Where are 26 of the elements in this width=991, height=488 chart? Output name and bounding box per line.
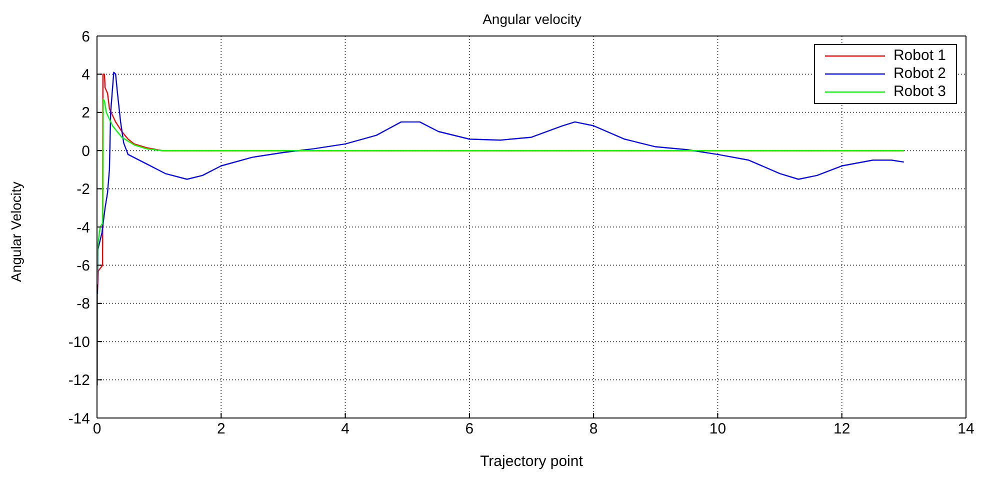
x-tick-label: 0: [92, 420, 102, 438]
y-tick-label: -12: [68, 372, 90, 390]
x-tick-label: 14: [958, 420, 974, 438]
y-tick-label: -8: [76, 296, 90, 313]
legend-label: Robot 1: [893, 47, 946, 65]
y-tick-label: -2: [76, 181, 90, 198]
line-series: [97, 98, 905, 285]
legend-label: Robot 2: [893, 65, 946, 83]
x-tick-label: 10: [709, 420, 726, 438]
x-tick-label: 6: [465, 420, 474, 438]
x-tick-label: 12: [834, 420, 850, 438]
y-tick-label: -4: [76, 219, 90, 236]
y-tick-label: 6: [82, 28, 90, 46]
y-tick-label: -10: [68, 334, 90, 351]
x-tick-label: 8: [589, 420, 598, 438]
y-tick-label: -6: [76, 258, 90, 275]
chart-title: Angular velocity: [482, 11, 582, 27]
x-axis-title: Trajectory point: [480, 453, 584, 470]
y-axis-title: Angular Velocity: [8, 182, 24, 282]
legend-label: Robot 3: [893, 83, 946, 101]
y-tick-label: 2: [82, 104, 90, 122]
x-tick-label: 4: [341, 420, 350, 438]
y-tick-label: -14: [68, 410, 90, 428]
y-tick-label: 4: [82, 66, 90, 84]
y-tick-label: 0: [82, 142, 90, 160]
x-tick-label: 2: [216, 420, 226, 438]
